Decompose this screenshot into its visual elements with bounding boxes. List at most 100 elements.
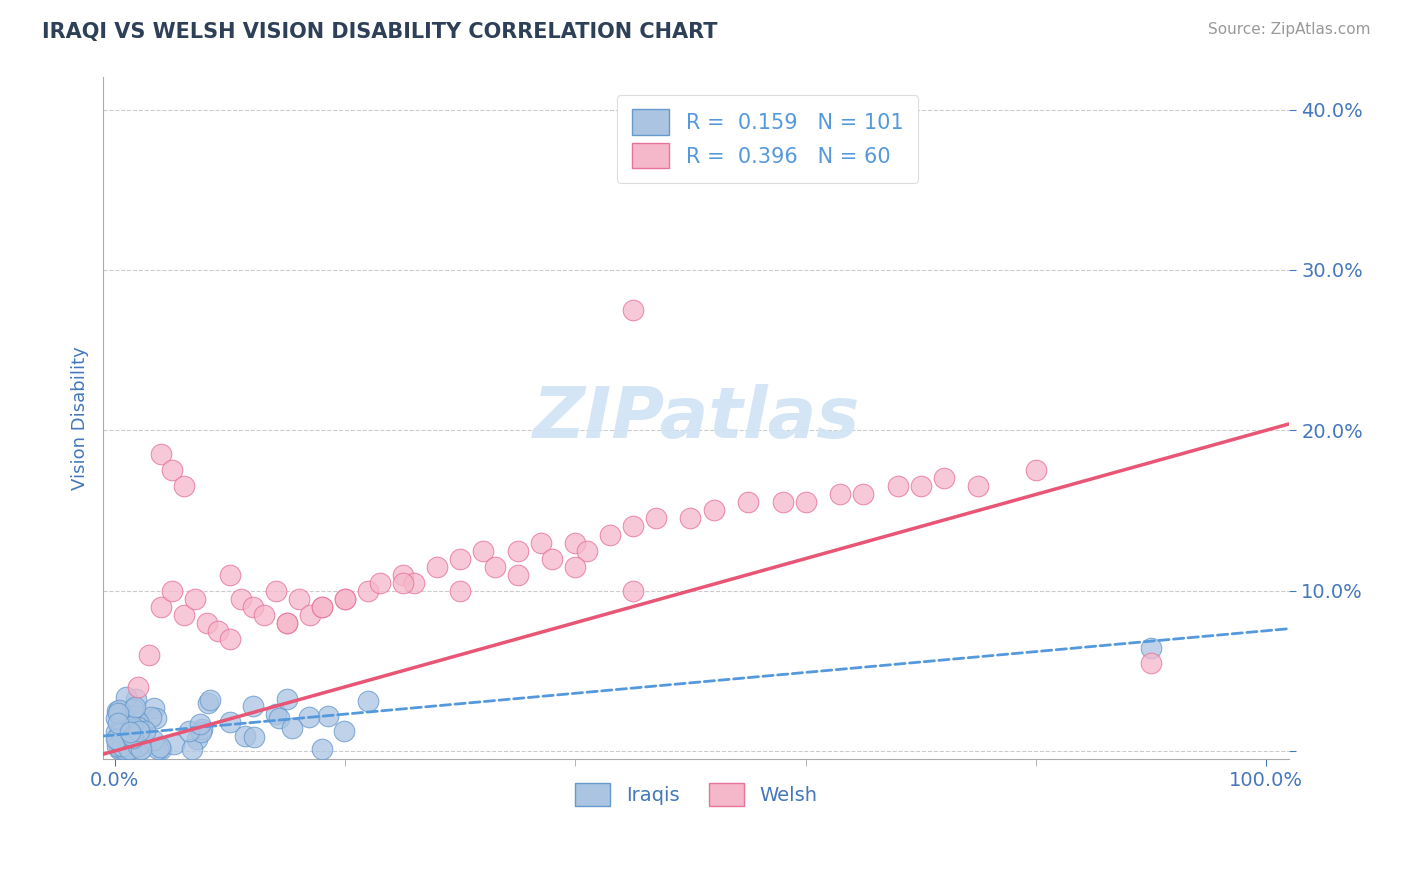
Point: [149, 599, 172, 614]
Point: [311, 599, 333, 614]
Point: [163, 737, 186, 751]
Point: [311, 599, 333, 614]
Point: [107, 735, 129, 749]
Point: [142, 733, 165, 747]
Point: [124, 722, 146, 736]
Point: [887, 479, 910, 493]
Point: [105, 704, 128, 718]
Text: ZIPatlas: ZIPatlas: [533, 384, 860, 453]
Point: [449, 583, 471, 598]
Point: [160, 583, 183, 598]
Point: [190, 725, 212, 739]
Point: [118, 742, 141, 756]
Point: [484, 559, 506, 574]
Point: [127, 720, 149, 734]
Point: [967, 479, 990, 493]
Legend: Iraqis, Welsh: Iraqis, Welsh: [568, 775, 825, 814]
Point: [134, 723, 156, 738]
Point: [111, 720, 134, 734]
Point: [107, 706, 129, 720]
Point: [621, 583, 644, 598]
Point: [197, 696, 219, 710]
Point: [128, 721, 150, 735]
Point: [111, 739, 134, 754]
Point: [830, 487, 852, 501]
Point: [357, 583, 380, 598]
Point: [177, 724, 200, 739]
Point: [737, 495, 759, 509]
Point: [794, 495, 817, 509]
Point: [127, 680, 149, 694]
Point: [311, 742, 333, 756]
Point: [124, 719, 146, 733]
Point: [110, 724, 132, 739]
Point: [129, 723, 152, 737]
Point: [124, 700, 146, 714]
Point: [621, 303, 644, 318]
Text: IRAQI VS WELSH VISION DISABILITY CORRELATION CHART: IRAQI VS WELSH VISION DISABILITY CORRELA…: [42, 22, 717, 42]
Point: [150, 742, 173, 756]
Point: [333, 591, 356, 606]
Point: [105, 711, 128, 725]
Point: [105, 739, 128, 754]
Point: [679, 511, 702, 525]
Point: [105, 731, 128, 745]
Point: [472, 543, 495, 558]
Point: [120, 742, 142, 756]
Point: [368, 575, 391, 590]
Point: [299, 607, 322, 622]
Point: [115, 722, 138, 736]
Point: [564, 535, 586, 549]
Point: [128, 739, 150, 754]
Point: [242, 730, 264, 744]
Point: [111, 742, 134, 756]
Point: [181, 742, 204, 756]
Point: [111, 742, 134, 756]
Point: [333, 723, 356, 738]
Point: [112, 712, 135, 726]
Point: [148, 740, 170, 755]
Point: [115, 708, 138, 723]
Point: [115, 731, 138, 745]
Point: [233, 729, 256, 743]
Point: [1140, 640, 1163, 655]
Point: [195, 615, 218, 630]
Point: [184, 591, 207, 606]
Point: [426, 559, 449, 574]
Point: [186, 732, 208, 747]
Point: [112, 712, 135, 726]
Point: [139, 709, 162, 723]
Point: [127, 715, 149, 730]
Point: [280, 721, 302, 735]
Point: [149, 447, 172, 461]
Point: [449, 551, 471, 566]
Point: [104, 731, 127, 746]
Point: [131, 728, 153, 742]
Point: [108, 703, 131, 717]
Point: [128, 724, 150, 739]
Point: [506, 543, 529, 558]
Point: [108, 742, 131, 756]
Point: [932, 471, 955, 485]
Point: [530, 535, 553, 549]
Point: [207, 624, 229, 638]
Point: [575, 543, 598, 558]
Point: [218, 632, 240, 646]
Point: [264, 583, 287, 598]
Point: [117, 733, 139, 747]
Y-axis label: Vision Disability: Vision Disability: [72, 346, 89, 490]
Point: [112, 722, 135, 736]
Point: [138, 648, 160, 662]
Point: [357, 694, 380, 708]
Point: [506, 567, 529, 582]
Point: [131, 741, 153, 756]
Point: [107, 715, 129, 730]
Point: [191, 722, 214, 736]
Point: [145, 711, 167, 725]
Point: [218, 714, 240, 729]
Point: [120, 710, 142, 724]
Point: [124, 721, 146, 735]
Point: [114, 722, 136, 736]
Point: [264, 707, 287, 722]
Point: [645, 511, 668, 525]
